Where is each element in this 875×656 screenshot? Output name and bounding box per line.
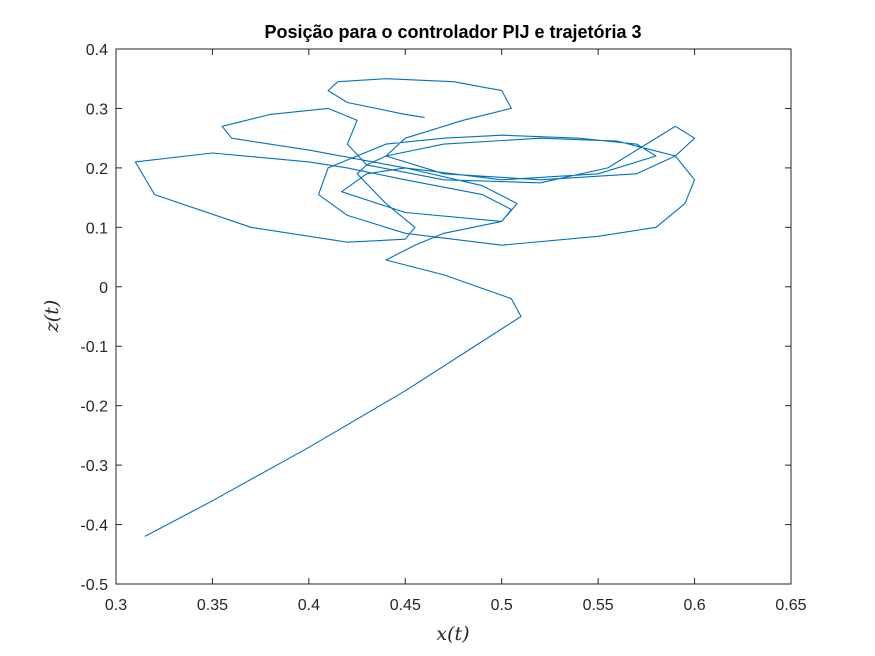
- x-tick-label: 0.4: [298, 597, 320, 614]
- y-tick-label: -0.4: [80, 518, 108, 535]
- x-tick-label: 0.65: [775, 597, 806, 614]
- y-tick-label: -0.3: [80, 458, 108, 475]
- chart-title: Posição para o controlador PIJ e trajetó…: [264, 22, 641, 42]
- trajectory-line: [134, 78, 696, 537]
- y-tick-label: 0.3: [86, 101, 108, 118]
- x-axis-label: x(t): [436, 623, 469, 645]
- y-tick-label: -0.2: [80, 399, 108, 416]
- axes-box: [115, 48, 792, 585]
- x-tick-label: 0.35: [197, 597, 228, 614]
- plot-area: [116, 49, 791, 584]
- x-tick-label: 0.6: [683, 597, 705, 614]
- x-tick-label: 0.3: [105, 597, 127, 614]
- y-tick-label: 0: [99, 280, 108, 297]
- y-tick-label: 0.2: [86, 161, 108, 178]
- x-tick-label: 0.55: [583, 597, 614, 614]
- ticks-layer: 0.3 0.35 0.4 0.45 0.5 0.55 0.6 0.65 -0.5 -0.4 -0.3…: [80, 42, 806, 614]
- series-layer: [134, 78, 696, 537]
- y-tick-label: -0.1: [80, 339, 108, 356]
- y-tick-label: 0.1: [86, 220, 108, 237]
- y-tick-label: 0.4: [86, 42, 108, 59]
- y-tick-label: -0.5: [80, 577, 108, 594]
- x-tick-label: 0.5: [491, 597, 513, 614]
- x-tick-label: 0.45: [390, 597, 421, 614]
- y-axis-label: z(t): [41, 300, 63, 333]
